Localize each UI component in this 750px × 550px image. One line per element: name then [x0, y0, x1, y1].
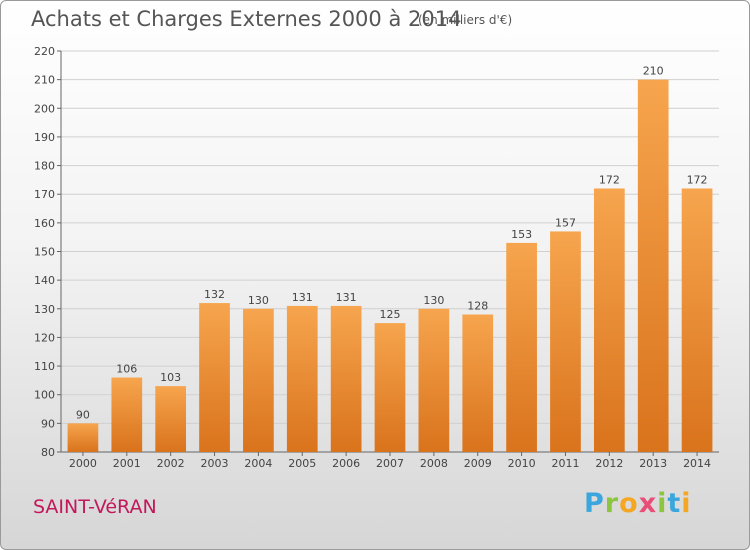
- data-label-2004: 130: [248, 294, 269, 307]
- y-tick-label: 150: [34, 246, 55, 259]
- x-tick-label-2012: 2012: [595, 457, 623, 470]
- x-tick-label-2001: 2001: [113, 457, 141, 470]
- data-label-2000: 90: [76, 408, 90, 421]
- y-tick-label: 100: [34, 389, 55, 402]
- y-tick-label: 110: [34, 360, 55, 373]
- y-tick-label: 130: [34, 303, 55, 316]
- data-label-2008: 130: [423, 294, 444, 307]
- y-tick-label: 170: [34, 188, 55, 201]
- y-tick-label: 190: [34, 131, 55, 144]
- data-label-2009: 128: [467, 300, 488, 313]
- chart-title: Achats et Charges Externes 2000 à 2014: [31, 7, 462, 31]
- bar-2014: [681, 188, 713, 452]
- brand-logo-letter: x: [638, 488, 658, 519]
- chart-subtitle: (en milliers d'€): [418, 13, 513, 27]
- bar-2013: [637, 79, 669, 453]
- brand-logo-letter: r: [604, 488, 620, 519]
- data-label-2001: 106: [116, 363, 137, 376]
- bars: [67, 79, 713, 453]
- x-tick-label-2011: 2011: [551, 457, 579, 470]
- x-tick-label-2004: 2004: [244, 457, 272, 470]
- brand-logo: Proxiti: [584, 488, 692, 519]
- data-label-2010: 153: [511, 228, 532, 241]
- x-tick-label-2010: 2010: [508, 457, 536, 470]
- bar-2011: [550, 231, 581, 452]
- x-tick-label-2002: 2002: [157, 457, 185, 470]
- y-tick-label: 90: [41, 417, 55, 430]
- data-label-2003: 132: [204, 288, 225, 301]
- x-tick-label-2009: 2009: [464, 457, 492, 470]
- data-label-2011: 157: [555, 216, 576, 229]
- place-name: SAINT-VéRAN: [33, 496, 157, 518]
- data-label-2013: 210: [643, 65, 664, 78]
- y-tick-label: 80: [41, 446, 55, 459]
- x-tick-label-2014: 2014: [683, 457, 711, 470]
- bar-2012: [593, 188, 625, 452]
- bar-2009: [462, 314, 494, 452]
- data-label-2012: 172: [599, 173, 620, 186]
- brand-logo-letter: P: [584, 488, 605, 519]
- x-axis-ticks: 2000 2001 2002 2003 2004 2005 2006 2007 2008 2009…: [69, 452, 711, 470]
- y-tick-label: 220: [34, 45, 55, 58]
- x-tick-label-2013: 2013: [639, 457, 667, 470]
- bar-2008: [418, 308, 450, 452]
- bar-2010: [506, 242, 537, 452]
- data-label-2006: 131: [336, 291, 357, 304]
- x-tick-label-2006: 2006: [332, 457, 360, 470]
- y-tick-label: 120: [34, 331, 55, 344]
- y-tick-label: 160: [34, 217, 55, 230]
- x-tick-label-2000: 2000: [69, 457, 97, 470]
- brand-logo-letter: i: [681, 488, 692, 519]
- y-tick-label: 140: [34, 274, 55, 287]
- x-tick-label-2007: 2007: [376, 457, 404, 470]
- y-tick-label: 210: [34, 74, 55, 87]
- data-labels: 90 106 103 132 130 131 131 125 130 128 153 157 172 21…: [76, 65, 708, 422]
- bar-2000: [67, 423, 99, 452]
- bar-2004: [243, 308, 274, 452]
- y-tick-label: 180: [34, 160, 55, 173]
- data-label-2002: 103: [160, 371, 181, 384]
- bar-2006: [330, 305, 362, 452]
- brand-logo-letter: o: [619, 488, 639, 519]
- x-tick-label-2008: 2008: [420, 457, 448, 470]
- y-tick-label: 200: [34, 102, 55, 115]
- brand-logo-letter: t: [667, 488, 682, 519]
- bar-2001: [111, 377, 143, 452]
- bar-2005: [286, 305, 318, 452]
- bar-2002: [155, 386, 187, 452]
- x-tick-label-2005: 2005: [288, 457, 316, 470]
- x-tick-label-2003: 2003: [201, 457, 229, 470]
- data-label-2005: 131: [292, 291, 313, 304]
- bar-2003: [199, 303, 230, 452]
- data-label-2014: 172: [687, 173, 708, 186]
- bar-2007: [374, 323, 406, 452]
- data-label-2007: 125: [380, 308, 401, 321]
- brand-logo-letter: i: [657, 488, 668, 519]
